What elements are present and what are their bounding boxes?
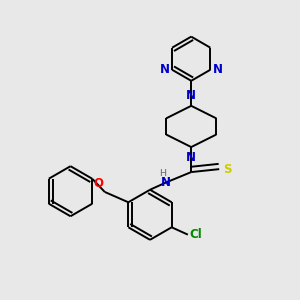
Text: N: N — [160, 63, 170, 76]
Text: N: N — [186, 151, 196, 164]
Text: N: N — [213, 63, 223, 76]
Text: H: H — [159, 169, 166, 178]
Text: N: N — [161, 176, 171, 189]
Text: Cl: Cl — [189, 228, 202, 241]
Text: S: S — [224, 163, 232, 176]
Text: O: O — [93, 178, 103, 190]
Text: N: N — [186, 89, 196, 102]
